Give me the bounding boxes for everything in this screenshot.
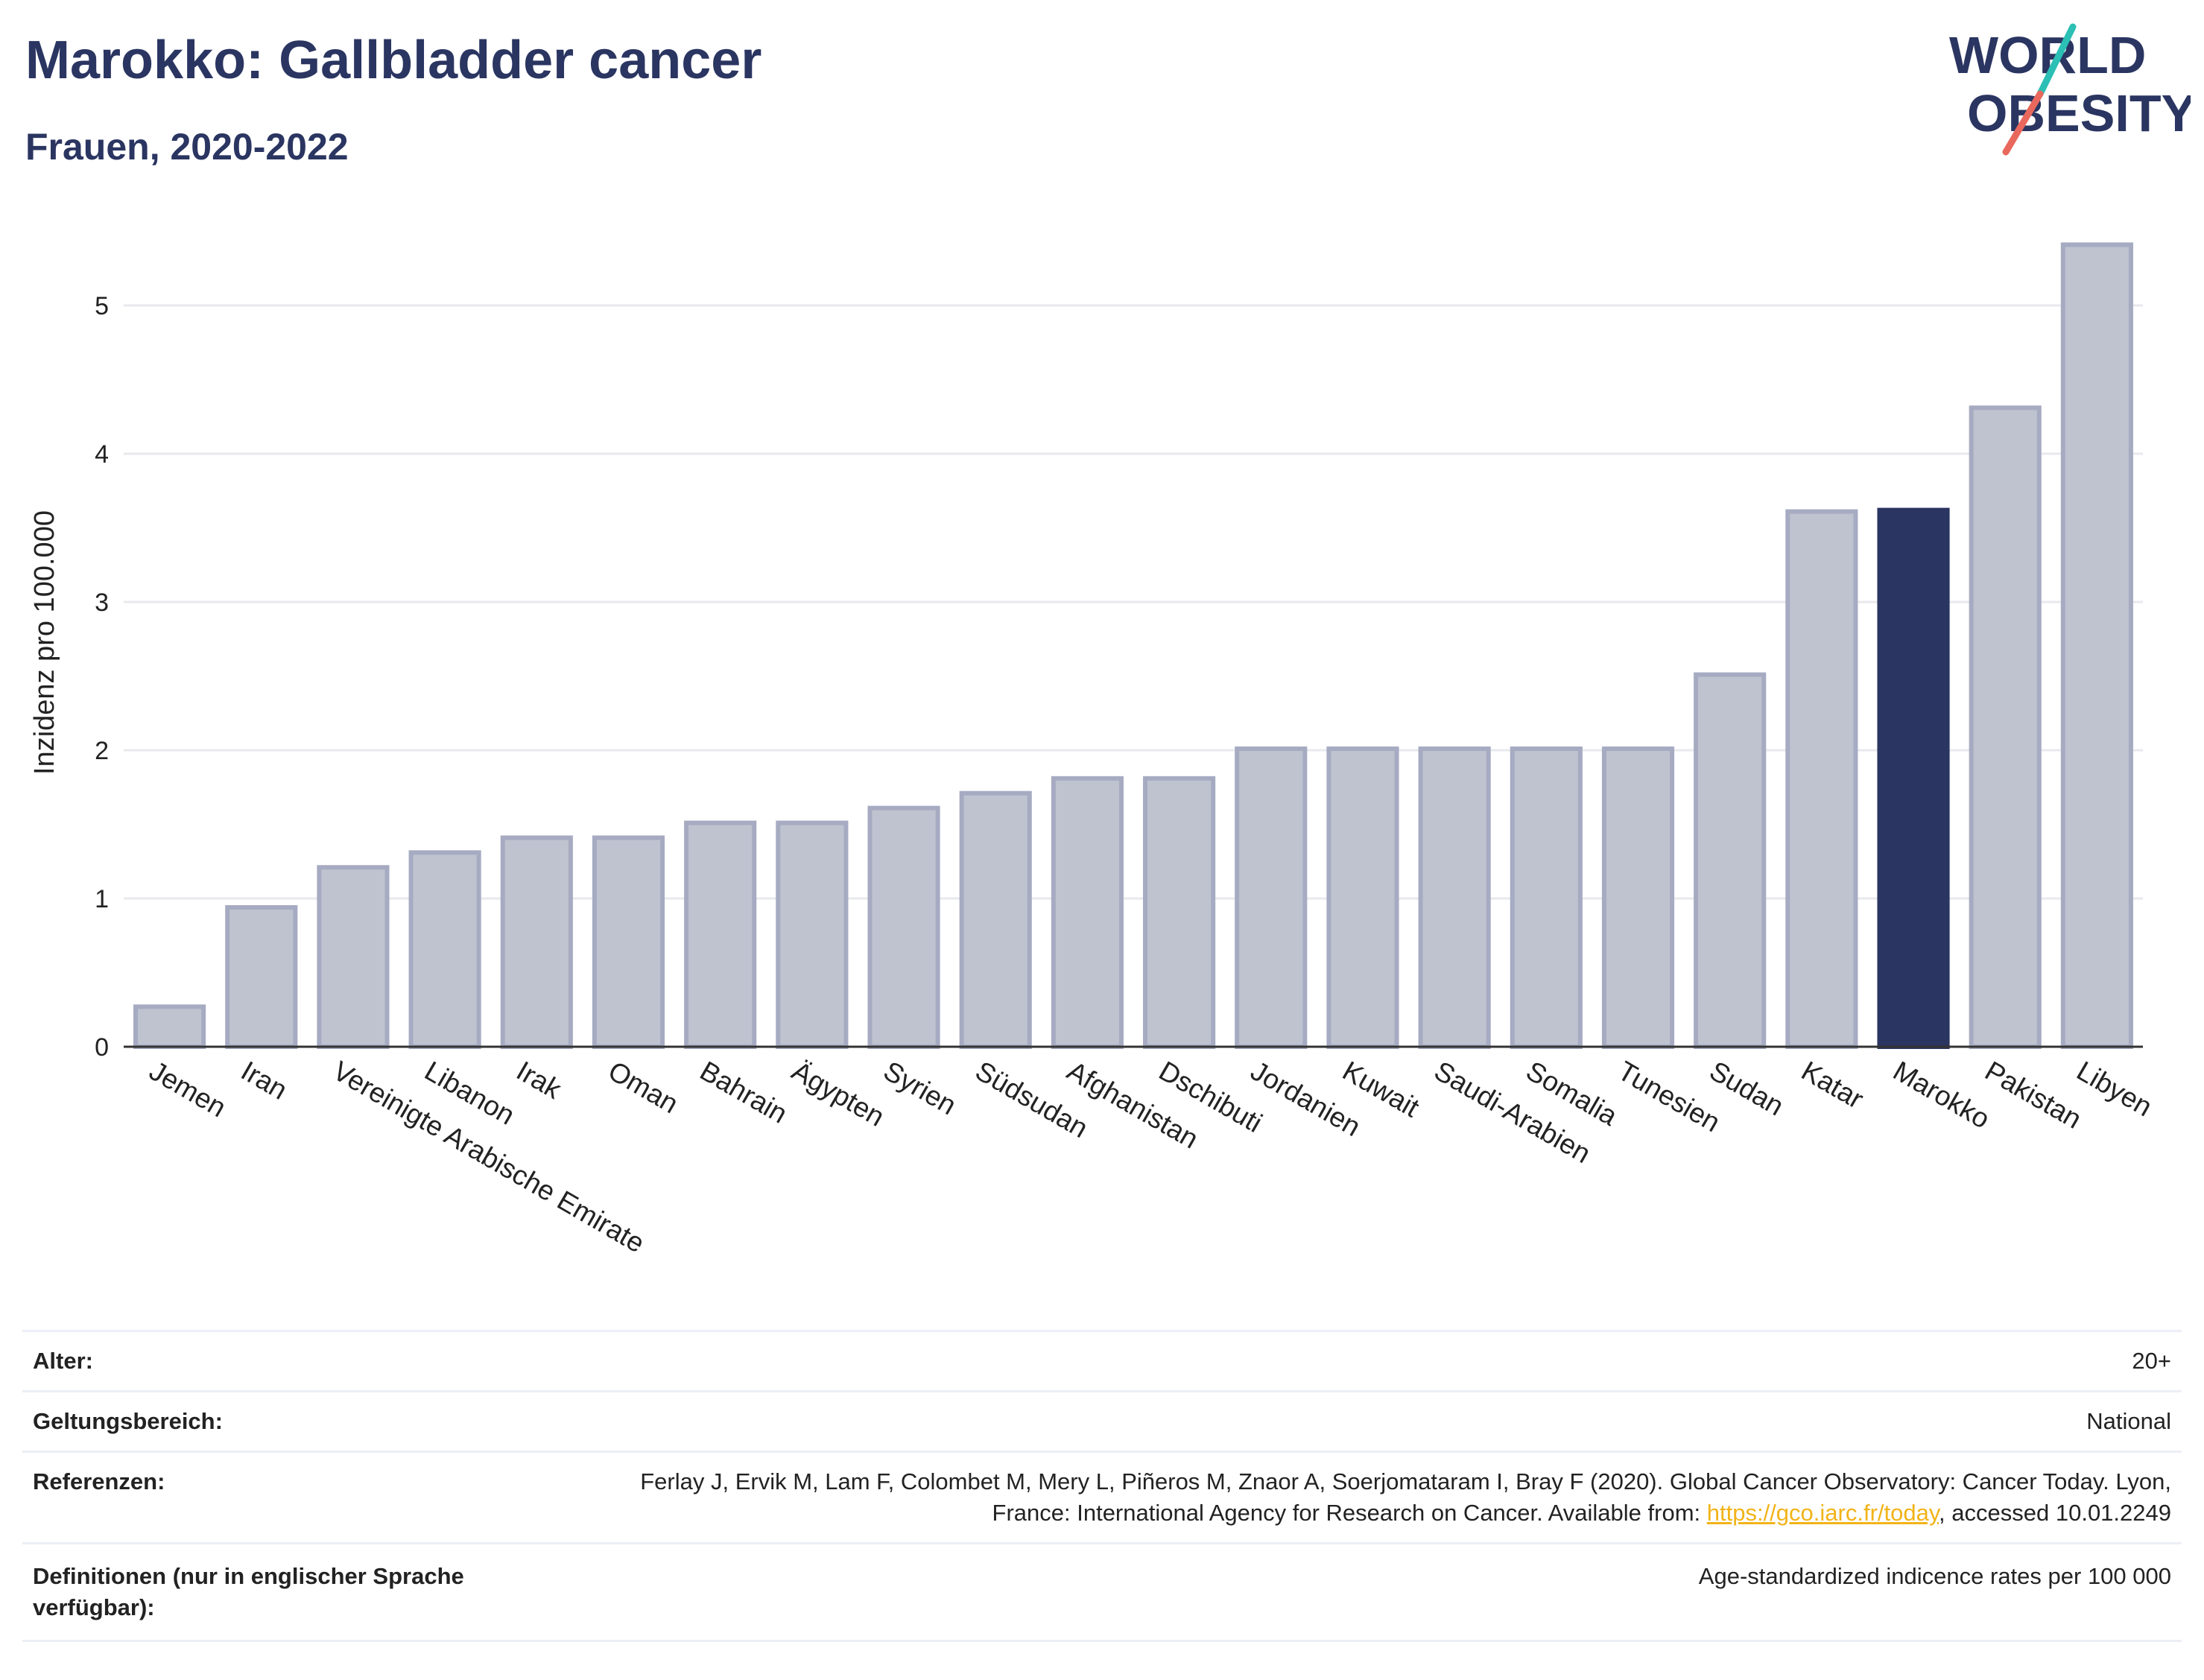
- meta-label-age: Alter:: [33, 1348, 93, 1374]
- y-tick-label: 0: [95, 1033, 109, 1062]
- chart-title: Marokko: Gallbladder cancer: [25, 31, 762, 90]
- x-tick-label: Ägypten: [787, 1055, 890, 1132]
- y-tick-label: 2: [95, 737, 109, 765]
- bar: [1877, 507, 1950, 1049]
- bar: [1601, 747, 1675, 1049]
- bar: [867, 805, 940, 1049]
- x-tick-label: Tunesien: [1613, 1055, 1726, 1138]
- x-tick-label: Pakistan: [1980, 1055, 2086, 1134]
- chart-subtitle: Frauen, 2020-2022: [25, 126, 349, 168]
- bar: [133, 1004, 206, 1050]
- bar: [684, 820, 757, 1049]
- bar: [1051, 776, 1124, 1050]
- meta-label-references: Referenzen:: [33, 1468, 165, 1494]
- meta-row-age: Alter: 20+: [22, 1330, 2182, 1390]
- bar: [225, 904, 298, 1049]
- meta-value-references: Ferlay J, Ervik M, Lam F, Colombet M, Me…: [621, 1466, 2171, 1529]
- bar: [1418, 747, 1491, 1049]
- reference-suffix: , accessed 10.01.2249: [1939, 1500, 2171, 1526]
- y-tick-label: 4: [95, 440, 109, 469]
- x-tick-label: Syrien: [878, 1055, 961, 1120]
- bar: [1143, 776, 1216, 1050]
- x-tick-label: Iran: [236, 1055, 293, 1105]
- meta-row-scope: Geltungsbereich: National: [22, 1390, 2182, 1451]
- meta-value-scope: National: [2086, 1408, 2171, 1434]
- meta-label-scope: Geltungsbereich:: [33, 1408, 223, 1434]
- y-tick-label: 5: [95, 292, 109, 320]
- x-tick-label: Saudi-Arabien: [1429, 1055, 1596, 1169]
- logo-slash-teal: [2036, 23, 2077, 98]
- bar: [2060, 242, 2133, 1049]
- bar: [959, 790, 1032, 1049]
- meta-value-definitions: Age-standardized indicence rates per 100…: [1698, 1563, 2171, 1589]
- x-tick-label: Marokko: [1888, 1055, 1995, 1134]
- x-tick-label: Jemen: [145, 1055, 232, 1123]
- x-tick-label: Bahrain: [695, 1055, 793, 1129]
- metadata-table: Alter: 20+ Geltungsbereich: National Ref…: [22, 1330, 2182, 1642]
- bar: [500, 835, 573, 1050]
- logo-text-obesity: OBESITY: [1967, 84, 2191, 142]
- world-obesity-logo: WORLD OBESITY: [1949, 23, 2191, 156]
- bar: [1510, 747, 1583, 1049]
- meta-row-references: Referenzen: Ferlay J, Ervik M, Lam F, Co…: [22, 1451, 2182, 1542]
- bar: [1694, 672, 1767, 1049]
- bar: [1969, 405, 2042, 1049]
- x-tick-label: Irak: [511, 1055, 566, 1105]
- bar: [1326, 747, 1399, 1049]
- logo-slash-coral: [2002, 90, 2044, 156]
- reference-text: Ferlay J, Ervik M, Lam F, Colombet M, Me…: [640, 1468, 2171, 1526]
- y-tick-label: 1: [95, 885, 109, 913]
- bar: [592, 835, 665, 1050]
- bar: [1235, 747, 1308, 1049]
- bar: [408, 850, 481, 1050]
- reference-link[interactable]: https://gco.iarc.fr/today: [1706, 1500, 1939, 1526]
- bar: [317, 865, 390, 1049]
- meta-row-definitions: Definitionen (nur in englischer Sprache …: [22, 1542, 2182, 1642]
- meta-value-age: 20+: [2132, 1348, 2171, 1374]
- x-tick-label: Libyen: [2071, 1055, 2157, 1122]
- y-axis-label: Inzidenz pro 100.000: [29, 510, 60, 775]
- bar: [776, 820, 849, 1049]
- x-tick-label: Oman: [604, 1055, 684, 1119]
- bar: [1785, 509, 1858, 1049]
- meta-label-definitions: Definitionen (nur in englischer Sprache …: [33, 1563, 464, 1620]
- y-tick-label: 3: [95, 589, 109, 617]
- x-tick-label: Katar: [1796, 1055, 1869, 1115]
